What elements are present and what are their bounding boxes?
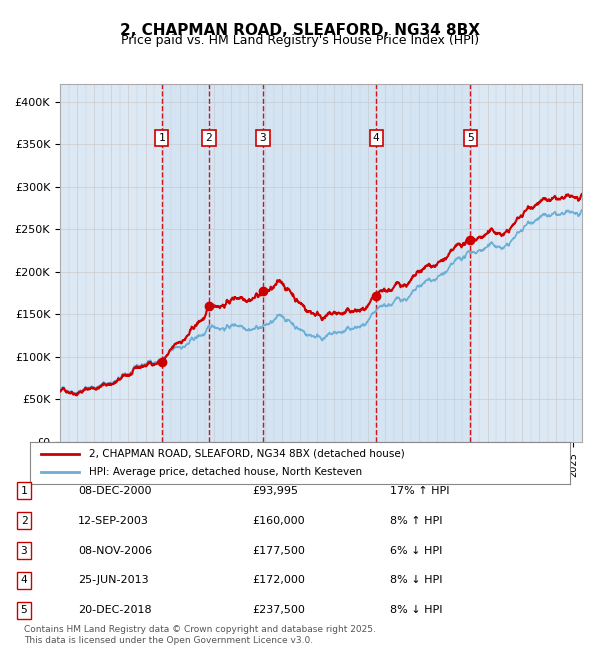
Text: 4: 4 — [373, 133, 380, 143]
Text: £177,500: £177,500 — [252, 545, 305, 556]
Text: 8% ↓ HPI: 8% ↓ HPI — [390, 605, 443, 616]
Text: 8% ↑ HPI: 8% ↑ HPI — [390, 515, 443, 526]
Text: 1: 1 — [20, 486, 28, 496]
Text: 4: 4 — [20, 575, 28, 586]
Text: 25-JUN-2013: 25-JUN-2013 — [78, 575, 149, 586]
Text: 2, CHAPMAN ROAD, SLEAFORD, NG34 8BX: 2, CHAPMAN ROAD, SLEAFORD, NG34 8BX — [120, 23, 480, 38]
Text: 17% ↑ HPI: 17% ↑ HPI — [390, 486, 449, 496]
Text: 6% ↓ HPI: 6% ↓ HPI — [390, 545, 442, 556]
Text: Contains HM Land Registry data © Crown copyright and database right 2025.
This d: Contains HM Land Registry data © Crown c… — [24, 625, 376, 645]
Text: 8% ↓ HPI: 8% ↓ HPI — [390, 575, 443, 586]
Text: £237,500: £237,500 — [252, 605, 305, 616]
Text: 5: 5 — [467, 133, 473, 143]
Text: 3: 3 — [20, 545, 28, 556]
Text: 12-SEP-2003: 12-SEP-2003 — [78, 515, 149, 526]
Text: £172,000: £172,000 — [252, 575, 305, 586]
Text: 20-DEC-2018: 20-DEC-2018 — [78, 605, 152, 616]
Text: £93,995: £93,995 — [252, 486, 298, 496]
Text: 3: 3 — [260, 133, 266, 143]
Text: 08-NOV-2006: 08-NOV-2006 — [78, 545, 152, 556]
Text: £160,000: £160,000 — [252, 515, 305, 526]
Text: Price paid vs. HM Land Registry's House Price Index (HPI): Price paid vs. HM Land Registry's House … — [121, 34, 479, 47]
Text: 2: 2 — [206, 133, 212, 143]
Text: 08-DEC-2000: 08-DEC-2000 — [78, 486, 151, 496]
Text: 2, CHAPMAN ROAD, SLEAFORD, NG34 8BX (detached house): 2, CHAPMAN ROAD, SLEAFORD, NG34 8BX (det… — [89, 449, 405, 459]
Text: HPI: Average price, detached house, North Kesteven: HPI: Average price, detached house, Nort… — [89, 467, 362, 477]
Text: 5: 5 — [20, 605, 28, 616]
Text: 1: 1 — [158, 133, 165, 143]
Bar — [161, 84, 470, 442]
Text: 2: 2 — [20, 515, 28, 526]
